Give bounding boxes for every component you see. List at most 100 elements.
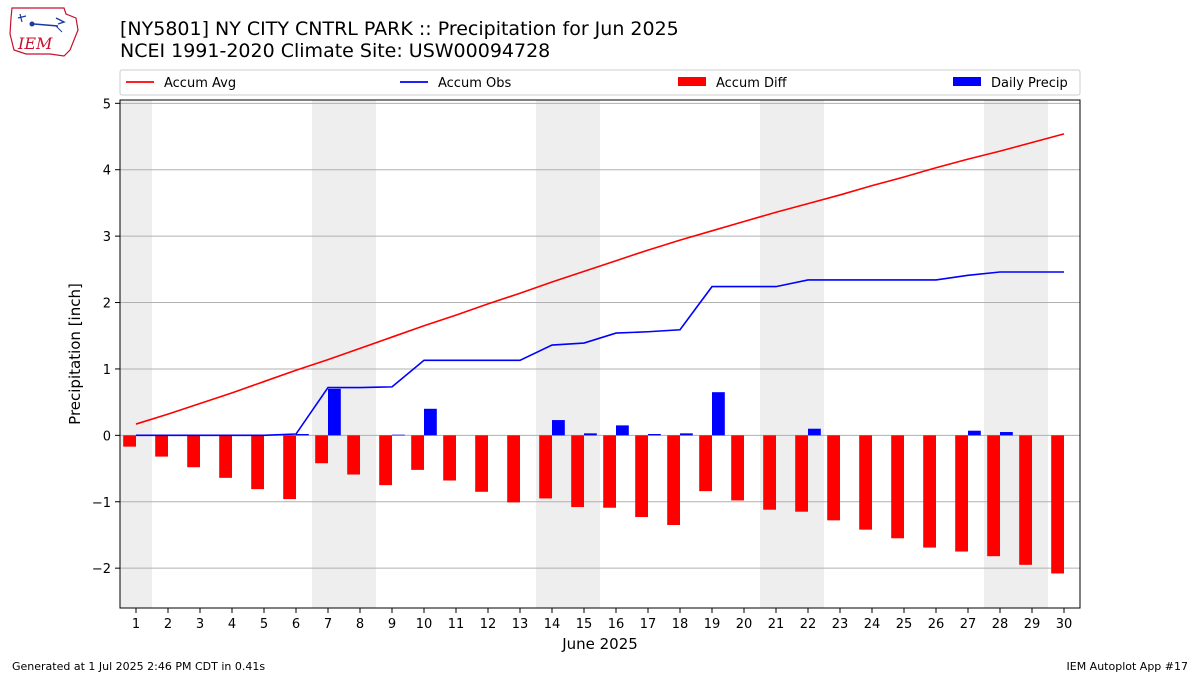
daily-precip-bar: [392, 434, 405, 436]
x-tick-label: 18: [672, 617, 689, 632]
legend-entry-daily-precip-label: Daily Precip: [991, 76, 1068, 91]
x-tick-label: 20: [736, 617, 753, 632]
x-axis-label: June 2025: [561, 635, 638, 653]
accum-diff-bar: [827, 435, 840, 521]
accum-diff-bar: [315, 435, 328, 464]
x-tick-label: 30: [1056, 617, 1073, 632]
accum-diff-bar: [219, 435, 232, 478]
y-axis-label: Precipitation [inch]: [66, 283, 84, 425]
x-tick-label: 3: [196, 617, 204, 632]
accum-diff-bar: [795, 435, 808, 512]
daily-precip-bar: [680, 433, 693, 436]
x-tick-label: 28: [992, 617, 1009, 632]
daily-precip-bar: [616, 425, 629, 436]
x-tick-label: 15: [576, 617, 593, 632]
legend-entry-accum-obs-label: Accum Obs: [438, 76, 511, 91]
accum-diff-bar: [603, 435, 616, 508]
lines: [135, 133, 1065, 437]
x-tick-label: 6: [292, 617, 300, 632]
x-tick-label: 27: [960, 617, 977, 632]
daily-precip-bar: [552, 420, 565, 436]
daily-precip-bar: [328, 388, 341, 436]
x-tick-label: 16: [608, 617, 625, 632]
accum-diff-bar: [123, 435, 136, 447]
x-tick-label: 2: [164, 617, 172, 632]
accum-diff-bar: [635, 435, 648, 518]
accum-diff-bar: [1019, 435, 1032, 565]
x-tick-label: 8: [356, 617, 364, 632]
x-tick-label: 25: [896, 617, 913, 632]
bars: [123, 388, 1064, 574]
plot-frame: [119, 99, 1081, 609]
x-tick-label: 9: [388, 617, 396, 632]
accum-diff-bar: [379, 435, 392, 486]
accum-diff-bar: [443, 435, 456, 481]
x-tick-label: 1: [132, 617, 140, 632]
accum-diff-bar: [763, 435, 776, 510]
x-tick-label: 7: [324, 617, 332, 632]
gridlines: [120, 102, 1080, 569]
accum-diff-bar: [987, 435, 1000, 557]
x-tick-label: 26: [928, 617, 945, 632]
daily-precip-bar: [712, 392, 725, 436]
accum-diff-bar: [699, 435, 712, 492]
weekend-band-4: [760, 100, 824, 608]
daily-precip-bar: [968, 430, 981, 436]
x-tick-label: 19: [704, 617, 721, 632]
x-tick-label: 23: [832, 617, 849, 632]
y-tick-label: 1: [103, 363, 111, 378]
legend-entry-accum-avg-label: Accum Avg: [164, 76, 236, 91]
accum-diff-bar: [891, 435, 904, 539]
x-tick-label: 13: [512, 617, 529, 632]
title-line-1: [NY5801] NY CITY CNTRL PARK :: Precipita…: [120, 18, 679, 40]
legend-entry-accum-diff-swatch: [678, 77, 706, 86]
weekend-band-1: [120, 100, 152, 608]
x-tick-label: 12: [480, 617, 497, 632]
y-tick-label: −1: [92, 496, 111, 511]
weekend-shading: [120, 100, 1048, 608]
x-tick-label: 17: [640, 617, 657, 632]
y-tick-label: 0: [103, 429, 111, 444]
accum-diff-bar: [1051, 435, 1064, 574]
generated-timestamp: Generated at 1 Jul 2025 2:46 PM CDT in 0…: [12, 660, 266, 673]
accum-diff-bar: [571, 435, 584, 508]
accum-diff-bar: [475, 435, 488, 492]
accum-diff-bar: [923, 435, 936, 548]
accum-diff-bar: [507, 435, 520, 503]
accum-diff-bar: [155, 435, 168, 457]
accum-diff-bar: [411, 435, 424, 470]
y-tick-label: 2: [103, 297, 111, 312]
axis-ticks: 1 2 3 4 5 6 7 8 9 10 11 12 13 14 15 16 17 18 19 20 21 22 23 24 2…: [92, 97, 1072, 632]
legend-entry-daily-precip-swatch: [953, 77, 981, 86]
daily-precip-bar: [296, 434, 309, 436]
y-tick-label: 5: [103, 97, 111, 112]
app-credit: IEM Autoplot App #17: [1066, 660, 1189, 673]
iem-logo: IEM: [9, 7, 79, 57]
accum-diff-bar: [251, 435, 264, 490]
weekend-band-3: [536, 100, 600, 608]
x-tick-label: 14: [544, 617, 561, 632]
x-tick-label: 29: [1024, 617, 1041, 632]
accum-diff-bar: [539, 435, 552, 499]
title-line-2: NCEI 1991-2020 Climate Site: USW00094728: [120, 40, 551, 62]
legend-box: [119, 69, 1081, 96]
accum-diff-bar: [955, 435, 968, 552]
y-tick-label: 4: [103, 164, 111, 179]
accum-avg-line: [135, 133, 1065, 425]
legend: Accum Avg Accum Obs Accum Diff Daily Precip: [119, 69, 1081, 96]
accum-obs-line: [136, 271, 1064, 437]
x-tick-label: 11: [448, 617, 465, 632]
legend-entry-accum-diff-label: Accum Diff: [716, 76, 788, 91]
accum-diff-bar: [283, 435, 296, 500]
daily-precip-bar: [424, 408, 437, 436]
daily-precip-bar: [1000, 432, 1013, 436]
x-tick-label: 24: [864, 617, 881, 632]
x-tick-label: 10: [416, 617, 433, 632]
accum-diff-bar: [859, 435, 872, 530]
accum-diff-bar: [187, 435, 200, 468]
daily-precip-bar: [584, 433, 597, 436]
accum-diff-bar: [347, 435, 360, 475]
x-tick-label: 21: [768, 617, 785, 632]
y-tick-label: −2: [92, 562, 111, 577]
